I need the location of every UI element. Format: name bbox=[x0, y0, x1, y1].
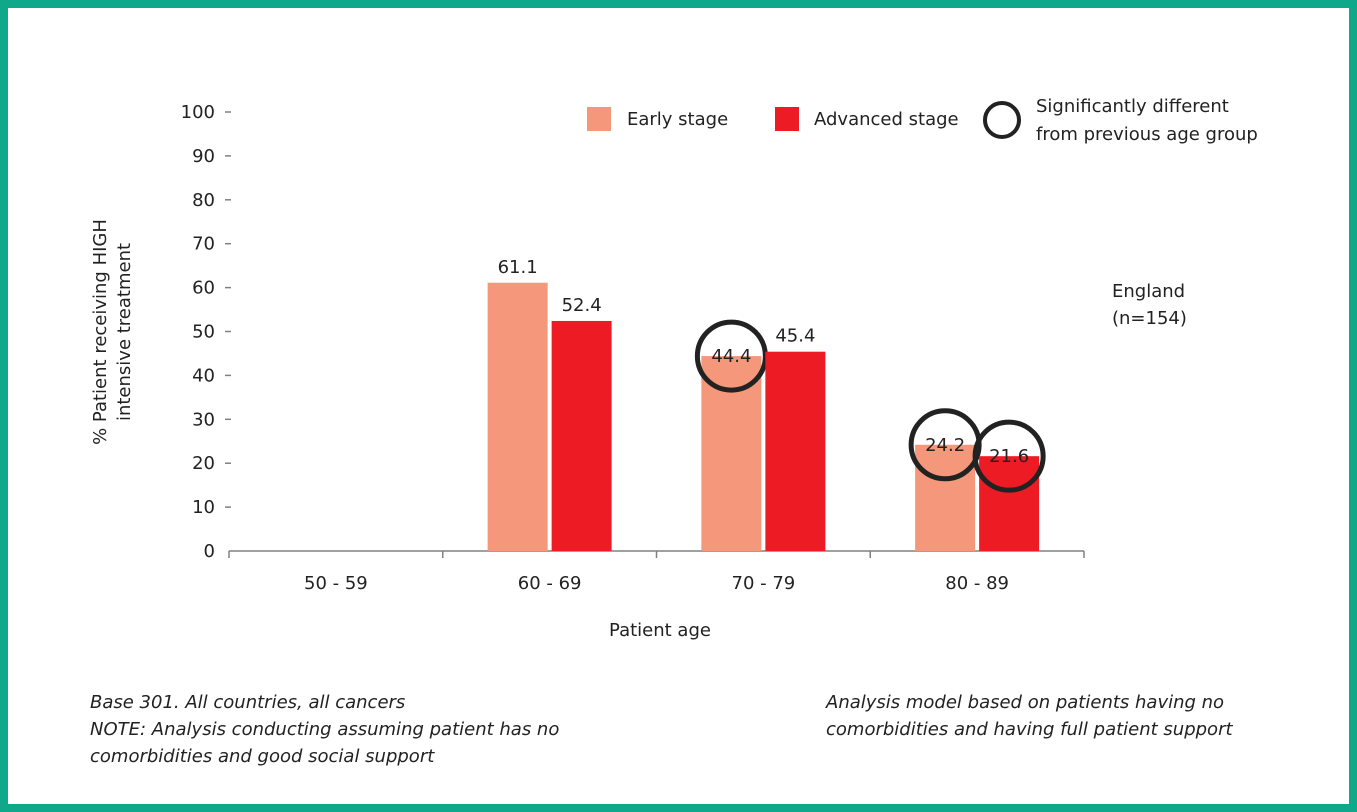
y-tick-label: 30 bbox=[192, 409, 215, 430]
legend-significance-circle bbox=[983, 101, 1021, 139]
x-tick-label: 50 - 59 bbox=[304, 573, 368, 594]
legend-label-advanced: Advanced stage bbox=[814, 109, 959, 130]
x-tick-label: 70 - 79 bbox=[732, 573, 796, 594]
bar bbox=[979, 456, 1040, 551]
x-tick-label: 60 - 69 bbox=[518, 573, 582, 594]
significance-circle bbox=[972, 419, 1046, 493]
y-tick-label: 20 bbox=[192, 453, 215, 474]
note-left: Base 301. All countries, all cancers NOT… bbox=[90, 692, 560, 767]
data-label: 61.1 bbox=[498, 257, 538, 278]
y-tick-label: 50 bbox=[192, 322, 215, 343]
y-tick-label: 0 bbox=[204, 541, 215, 562]
bar bbox=[915, 444, 976, 551]
legend-label-early: Early stage bbox=[627, 109, 728, 130]
y-tick-label: 70 bbox=[192, 234, 215, 255]
y-tick-label: 10 bbox=[192, 497, 215, 518]
legend-swatch-advanced bbox=[775, 107, 799, 131]
x-tick-label: 80 - 89 bbox=[945, 573, 1009, 594]
bar bbox=[765, 351, 826, 551]
legend-significance-line-1: Significantly different bbox=[1036, 96, 1229, 117]
data-label: 52.4 bbox=[562, 295, 602, 316]
data-label: 21.6 bbox=[989, 446, 1029, 467]
bar bbox=[551, 320, 612, 551]
y-tick-label: 100 bbox=[181, 102, 215, 123]
data-label: 24.2 bbox=[925, 435, 965, 456]
y-tick-label: 80 bbox=[192, 190, 215, 211]
legend-swatch-early bbox=[587, 107, 611, 131]
y-axis-title-line-1: % Patient receiving HIGH bbox=[90, 219, 111, 445]
data-label: 44.4 bbox=[711, 346, 751, 367]
legend-significance-line-2: from previous age group bbox=[1036, 124, 1258, 145]
y-tick-label: 60 bbox=[192, 278, 215, 299]
data-label: 45.4 bbox=[775, 326, 815, 347]
region-label: England (n=154) bbox=[1112, 281, 1187, 329]
y-tick-label: 90 bbox=[192, 146, 215, 167]
y-axis-title-line-2: intensive treatment bbox=[114, 243, 135, 421]
y-tick-label: 40 bbox=[192, 365, 215, 386]
note-right: Analysis model based on patients having … bbox=[826, 692, 1233, 740]
x-axis-title: Patient age bbox=[609, 620, 711, 641]
bar bbox=[487, 282, 548, 551]
